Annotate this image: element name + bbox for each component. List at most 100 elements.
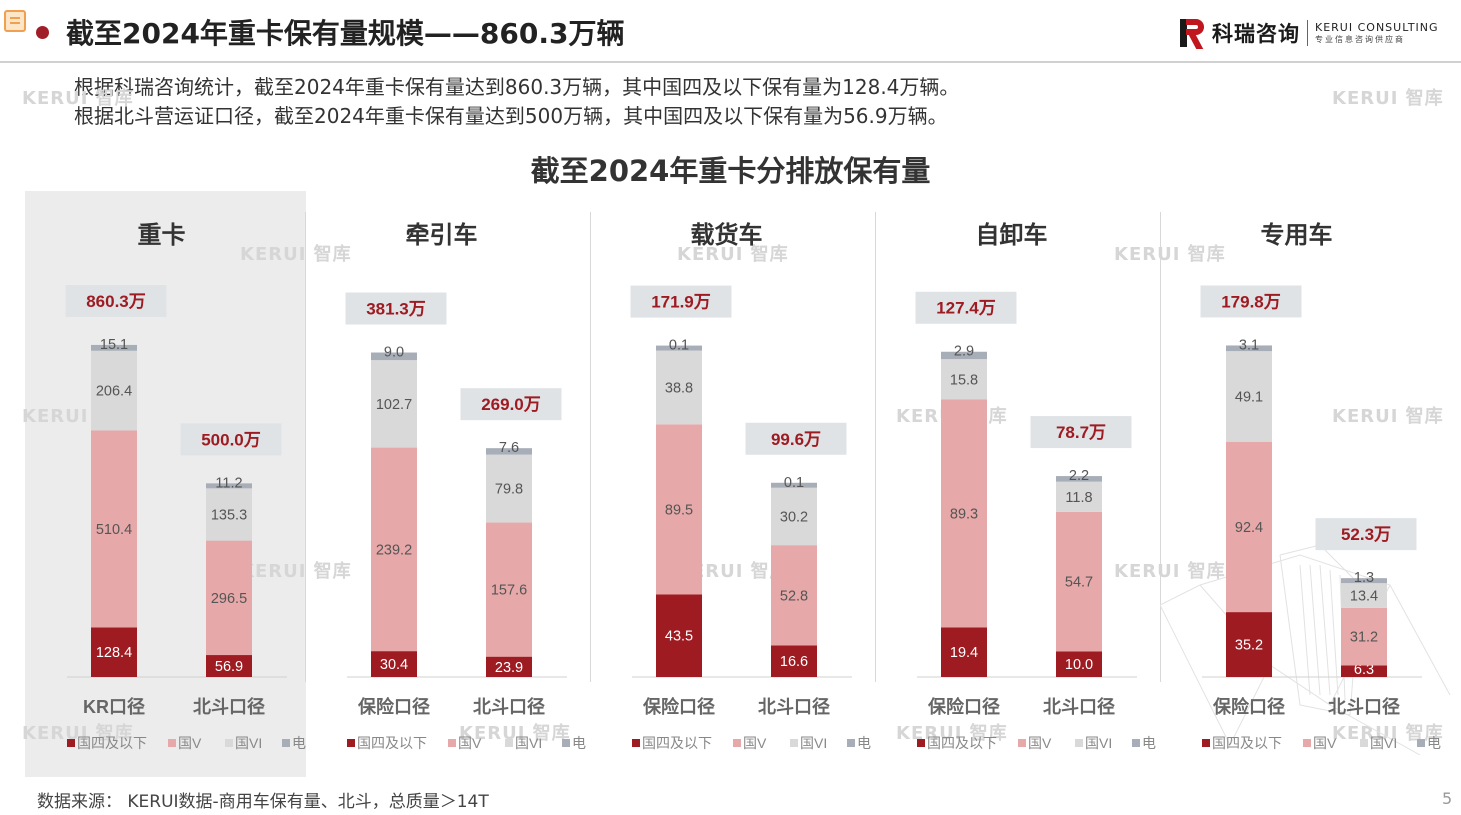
data-label: 43.5 xyxy=(665,629,693,645)
data-label: 1.3 xyxy=(1354,570,1374,586)
total-label: 78.7万 xyxy=(1056,423,1106,442)
watermark: KERUI 智库 xyxy=(459,723,571,744)
legend-label: 国V xyxy=(1028,735,1052,751)
panel-divider xyxy=(590,212,591,682)
total-label: 127.4万 xyxy=(936,299,996,318)
total-label-box xyxy=(345,292,447,325)
bar-segment xyxy=(656,424,702,595)
total-label: 179.8万 xyxy=(1221,292,1281,311)
data-label: 0.1 xyxy=(784,475,804,491)
panel-title: 重卡 xyxy=(138,222,186,249)
legend-swatch xyxy=(347,739,355,747)
bar-segment xyxy=(656,594,702,677)
category-label: 保险口径 xyxy=(1212,696,1285,717)
total-label-box xyxy=(65,284,167,317)
data-label: 49.1 xyxy=(1235,389,1263,405)
legend-swatch xyxy=(67,739,75,747)
total-label: 171.9万 xyxy=(651,293,711,312)
data-label: 157.6 xyxy=(491,583,527,599)
bar-segment xyxy=(486,454,532,523)
bar-segment xyxy=(486,656,532,677)
logo-en-line2: 专业信息咨询供应商 xyxy=(1315,35,1405,44)
logo-en-line1: KERUI CONSULTING xyxy=(1315,21,1439,34)
data-label: 510.4 xyxy=(96,522,132,538)
legend-swatch xyxy=(168,739,176,747)
watermark: KERUI 智库 xyxy=(1332,88,1444,109)
legend-swatch xyxy=(847,739,855,747)
panel-title: 牵引车 xyxy=(406,221,478,249)
comment-icon[interactable] xyxy=(4,10,26,32)
bar-segment xyxy=(1226,345,1272,352)
data-label: 35.2 xyxy=(1235,638,1263,654)
bar-segment xyxy=(206,483,252,489)
legend-label: 国四及以下 xyxy=(77,735,147,751)
legend-label: 国四及以下 xyxy=(927,735,997,751)
bar-segment xyxy=(91,627,137,677)
legend-swatch xyxy=(562,739,570,747)
category-label: 保险口径 xyxy=(927,696,1000,717)
data-label: 6.3 xyxy=(1354,662,1374,678)
data-label: 3.1 xyxy=(1239,337,1259,353)
data-label: 11.2 xyxy=(215,475,242,491)
data-label: 206.4 xyxy=(96,384,132,400)
bar-segment xyxy=(1056,476,1102,482)
summary-line-1: 根据科瑞咨询统计，截至2024年重卡保有量达到860.3万辆，其中国四及以下保有… xyxy=(74,75,960,99)
bar-segment xyxy=(941,359,987,400)
legend-label: 国VI xyxy=(800,735,827,751)
total-label-box xyxy=(1315,518,1417,551)
bar-segment xyxy=(656,345,702,351)
panel-divider xyxy=(1160,212,1161,682)
data-label: 31.2 xyxy=(1350,630,1378,646)
watermark: KERUI 智库 xyxy=(1114,561,1226,582)
legend-swatch xyxy=(790,739,798,747)
legend-label: 国四及以下 xyxy=(642,735,712,751)
data-label: 128.4 xyxy=(96,645,132,661)
header-divider xyxy=(0,61,1461,63)
category-label: 北斗口径 xyxy=(1043,696,1115,717)
logo-separator xyxy=(1307,20,1308,46)
panel-title: 自卸车 xyxy=(976,221,1048,249)
legend-label: 国V xyxy=(178,735,202,751)
panel-divider xyxy=(875,212,876,682)
total-label-box xyxy=(1030,416,1132,449)
bar-segment xyxy=(371,360,417,448)
total-label-box xyxy=(915,291,1017,324)
total-label-box xyxy=(1200,285,1302,318)
data-label: 16.6 xyxy=(780,654,808,670)
bar-segment xyxy=(206,488,252,541)
bar-segment xyxy=(656,350,702,425)
category-label: 北斗口径 xyxy=(473,696,545,717)
legend-label: 国VI xyxy=(515,735,542,751)
bar-segment xyxy=(371,447,417,652)
bar-segment xyxy=(1056,481,1102,512)
legend-swatch xyxy=(1303,739,1311,747)
legend-label: 国VI xyxy=(1370,735,1397,751)
total-label: 500.0万 xyxy=(201,430,261,449)
category-label: 保险口径 xyxy=(357,696,430,717)
bar-segment xyxy=(91,350,137,431)
bar-segment xyxy=(771,645,817,677)
watermark: KERUI 智库 xyxy=(22,723,134,744)
watermark: KERUI 智库 xyxy=(677,244,789,265)
data-label: 102.7 xyxy=(376,397,412,413)
legend-swatch xyxy=(1360,739,1368,747)
data-label: 0.1 xyxy=(669,338,689,354)
watermark: KERUI 智库 xyxy=(1332,723,1444,744)
data-label: 19.4 xyxy=(950,645,978,661)
category-label: KR口径 xyxy=(83,696,145,717)
total-label: 860.3万 xyxy=(86,292,146,311)
bar-segment xyxy=(91,430,137,628)
total-label-box xyxy=(630,285,732,318)
panel-title: 专用车 xyxy=(1261,221,1333,249)
data-label: 9.0 xyxy=(384,345,404,361)
panel-title: 载货车 xyxy=(691,221,763,249)
legend-label: 国V xyxy=(458,735,482,751)
legend-label: 电 xyxy=(572,735,586,751)
category-label: 北斗口径 xyxy=(758,696,830,717)
data-label: 13.4 xyxy=(1350,588,1378,604)
legend-label: 国四及以下 xyxy=(357,735,427,751)
bar-segment xyxy=(1341,607,1387,666)
legend-label: 国四及以下 xyxy=(1212,735,1282,751)
watermark: KERUI 智库 xyxy=(22,88,134,109)
